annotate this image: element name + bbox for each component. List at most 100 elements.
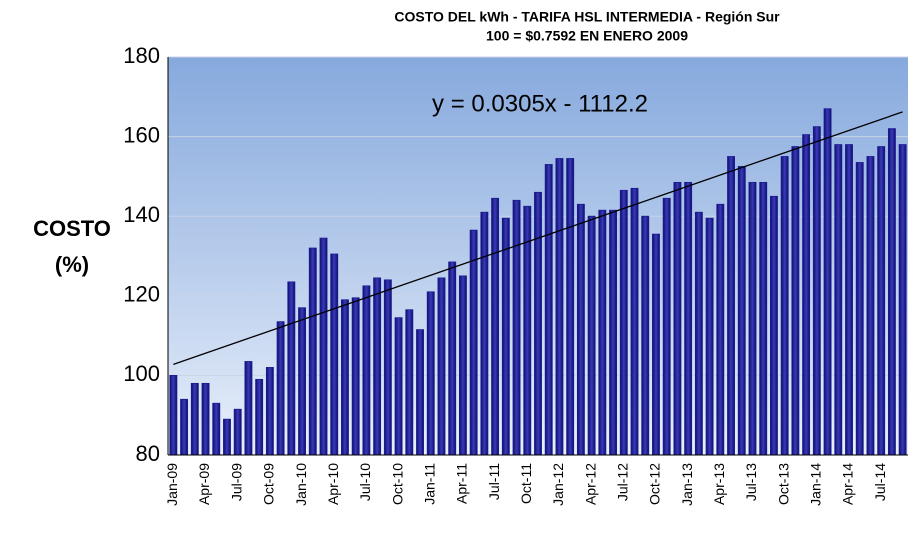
bar (705, 217, 714, 456)
bar (448, 261, 457, 456)
bar (834, 144, 843, 456)
bar (298, 307, 306, 456)
bar (791, 146, 800, 456)
bar (212, 402, 221, 456)
bar (812, 126, 821, 456)
y-tick-label: 160 (123, 122, 160, 147)
bar (351, 297, 360, 456)
bar (383, 279, 392, 456)
bar (887, 128, 896, 456)
bar (223, 418, 231, 456)
bar (534, 191, 542, 456)
bar (501, 217, 510, 456)
x-tick-label: Jul-12 (615, 463, 631, 501)
x-tick-label: Jul-09 (228, 463, 244, 501)
bar (587, 215, 596, 456)
y-tick-label: 180 (123, 43, 160, 68)
x-tick-label: Oct-11 (518, 463, 534, 504)
bar (233, 408, 242, 456)
x-tick-label: Apr-09 (196, 463, 212, 505)
x-tick-label: Jul-10 (357, 463, 373, 501)
y-tick-label: 100 (123, 361, 160, 386)
x-tick-label: Apr-14 (840, 463, 856, 505)
bar (491, 197, 500, 456)
x-tick-label: Apr-10 (325, 463, 341, 505)
bar (855, 162, 864, 456)
bar (394, 317, 403, 456)
bar (694, 211, 703, 456)
x-tick-label: Jan-11 (421, 463, 437, 505)
bar (512, 199, 521, 456)
bar (544, 164, 553, 456)
x-tick-label: Jan-13 (679, 463, 695, 506)
bar (555, 158, 564, 456)
bar (308, 247, 317, 456)
bar (619, 189, 628, 456)
x-tick-label: Jul-14 (872, 463, 888, 501)
bar (802, 134, 811, 456)
bar (265, 367, 274, 456)
x-tick-label: Jan-09 (164, 463, 180, 506)
bar (169, 374, 178, 456)
bar (673, 181, 682, 456)
bar (748, 181, 757, 456)
x-tick-label: Oct-09 (261, 463, 277, 505)
y-tick-label: 120 (123, 282, 160, 307)
x-tick-label: Apr-13 (711, 463, 727, 505)
bar (319, 237, 328, 456)
bar (362, 285, 371, 456)
bar (737, 166, 746, 456)
bar (898, 144, 907, 456)
bar (823, 108, 832, 456)
y-axis-label: (%) (55, 252, 89, 277)
bar (727, 156, 735, 456)
bar (416, 329, 424, 456)
bar (845, 144, 853, 456)
trendline (173, 111, 903, 365)
bar (759, 181, 768, 456)
bar (469, 229, 478, 456)
x-tick-label: Oct-12 (647, 463, 663, 505)
bar (866, 156, 875, 456)
x-tick-label: Jan-12 (550, 463, 566, 506)
chart-title: COSTO DEL kWh - TARIFA HSL INTERMEDIA - … (394, 9, 780, 25)
bar (523, 205, 532, 456)
chart-subtitle: 100 = $0.7592 EN ENERO 2009 (486, 28, 688, 44)
bar (566, 158, 575, 456)
x-tick-label: Jan-14 (808, 463, 824, 506)
y-tick-label: 80 (136, 441, 160, 466)
x-tick-label: Oct-10 (389, 463, 405, 505)
x-tick-label: Jul-11 (486, 463, 502, 500)
bar (426, 291, 435, 456)
bar (276, 321, 285, 456)
bar (405, 309, 414, 456)
x-tick-label: Apr-11 (454, 463, 470, 504)
bar (341, 299, 349, 456)
bar (576, 203, 585, 456)
bar (780, 156, 789, 456)
bar (458, 275, 467, 456)
bar (180, 398, 189, 456)
bar (373, 277, 382, 456)
bar (437, 277, 446, 456)
bar (598, 209, 607, 456)
y-axis-label: COSTO (33, 216, 111, 241)
trend-equation: y = 0.0305x - 1112.2 (432, 90, 648, 117)
bar (244, 361, 253, 456)
bar (641, 215, 650, 456)
bar (190, 382, 199, 456)
bar (287, 281, 296, 456)
x-tick-label: Apr-12 (582, 463, 598, 505)
bar (716, 203, 725, 456)
bar (330, 253, 339, 456)
bar (630, 187, 639, 456)
bar (652, 233, 660, 456)
bar (480, 211, 489, 456)
bar (255, 378, 264, 456)
bar (877, 146, 886, 456)
bar (684, 181, 693, 456)
x-tick-label: Jan-10 (293, 463, 309, 506)
x-tick-label: Oct-13 (775, 463, 791, 505)
bar (201, 382, 210, 456)
